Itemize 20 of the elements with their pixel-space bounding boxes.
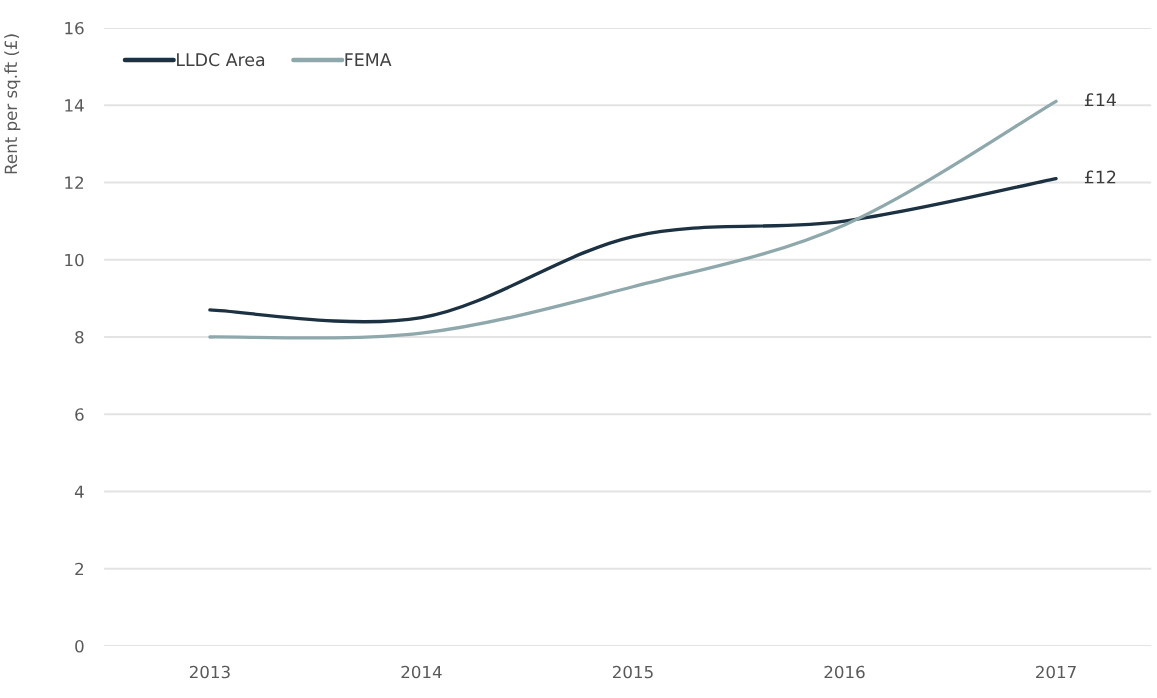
y-tick-label: 0 <box>75 639 84 653</box>
legend-label: LLDC Area <box>177 53 265 67</box>
data-label: £12 <box>1084 170 1116 184</box>
y-tick-label: 12 <box>65 176 84 189</box>
legend-label: FEMA <box>345 53 392 67</box>
x-tick-label: 2014 <box>401 665 442 679</box>
data-label: £14 <box>1084 93 1116 107</box>
y-tick-label: 6 <box>75 408 84 421</box>
x-tick-label: 2015 <box>612 665 653 679</box>
y-tick-label: 2 <box>75 562 84 576</box>
y-tick-label: 14 <box>65 99 84 112</box>
y-tick-label: 16 <box>65 21 84 35</box>
y-tick-label: 8 <box>75 330 84 344</box>
x-tick-label: 2013 <box>189 665 230 679</box>
y-tick-label: 10 <box>65 253 84 267</box>
x-tick-label: 2017 <box>1036 665 1076 679</box>
y-tick-label: 4 <box>74 485 84 498</box>
x-tick-label: 2016 <box>824 665 865 679</box>
line-series <box>208 99 1058 340</box>
y-axis-title: Rent per sq.ft (£) <box>4 34 21 174</box>
